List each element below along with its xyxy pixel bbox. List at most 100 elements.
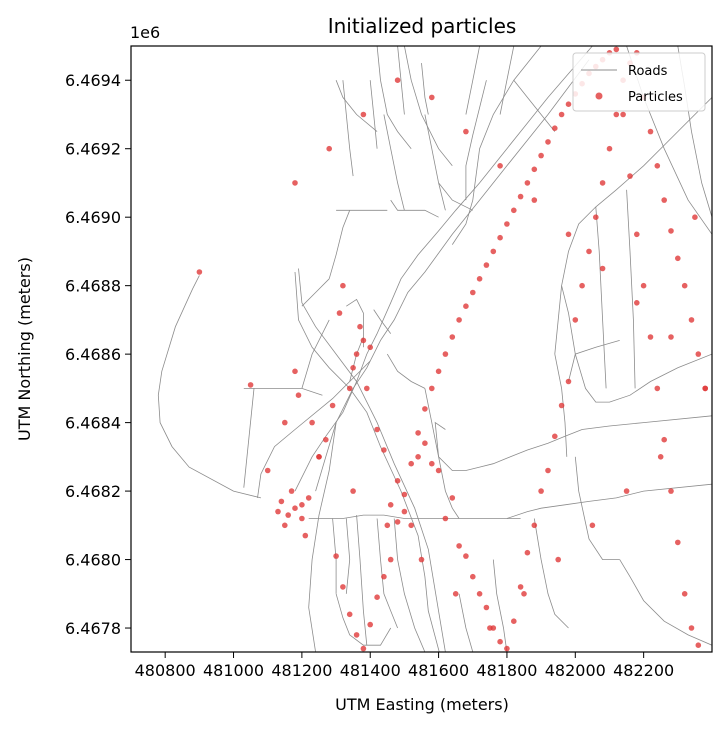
x-tick-label: 481200 bbox=[271, 661, 332, 680]
x-axis: 480800 481000 481200 481400 481600 481800 4820… bbox=[135, 652, 674, 680]
road-segment bbox=[157, 275, 261, 499]
particle-point bbox=[634, 300, 640, 306]
particle-point bbox=[278, 498, 285, 505]
y-tick-label: 6.4686 bbox=[65, 345, 121, 364]
particle-point bbox=[640, 282, 647, 289]
particle-point bbox=[456, 317, 462, 323]
particle-point bbox=[476, 276, 483, 282]
particle-point bbox=[449, 495, 456, 501]
particle-point bbox=[675, 255, 681, 262]
particle-point bbox=[357, 323, 363, 330]
particle-point bbox=[675, 539, 681, 546]
particle-point bbox=[476, 591, 483, 597]
y-tick-label: 6.4694 bbox=[65, 71, 121, 90]
particle-point bbox=[517, 193, 524, 200]
particle-point bbox=[606, 145, 613, 152]
particle-point bbox=[408, 460, 415, 467]
particle-point bbox=[360, 337, 367, 344]
particle-point bbox=[623, 488, 630, 494]
x-tick-label: 481800 bbox=[476, 661, 537, 680]
road-segment bbox=[243, 388, 255, 488]
particle-point bbox=[401, 508, 408, 515]
particle-point bbox=[552, 433, 558, 440]
road-segment bbox=[561, 285, 712, 403]
road-segment bbox=[434, 421, 446, 457]
particle-point bbox=[517, 584, 524, 590]
particle-point bbox=[435, 467, 442, 474]
particle-point bbox=[521, 591, 527, 597]
particle-point bbox=[340, 282, 346, 289]
particle-point bbox=[487, 625, 493, 631]
legend-particles-marker bbox=[595, 92, 603, 100]
particle-point bbox=[449, 334, 456, 340]
particle-point bbox=[394, 77, 401, 83]
y-tick-label: 6.4684 bbox=[65, 414, 121, 433]
particle-point bbox=[309, 419, 315, 426]
road-segment bbox=[345, 518, 351, 594]
particle-point bbox=[545, 139, 551, 145]
particle-point bbox=[661, 197, 667, 203]
road-segment bbox=[308, 514, 521, 519]
particle-point bbox=[470, 289, 476, 296]
particle-point bbox=[647, 128, 654, 135]
particle-point bbox=[681, 591, 688, 597]
particle-point bbox=[572, 317, 579, 323]
particle-point bbox=[442, 351, 449, 357]
particle-point bbox=[552, 125, 558, 131]
particle-point bbox=[350, 488, 356, 494]
particle-point bbox=[360, 645, 367, 652]
particle-point bbox=[558, 402, 565, 409]
road-segment bbox=[301, 278, 330, 307]
road-segment bbox=[554, 97, 712, 355]
particle-point bbox=[531, 166, 538, 173]
particle-point bbox=[613, 46, 620, 53]
road-segment bbox=[421, 63, 429, 115]
road-segment bbox=[335, 80, 378, 132]
y-tick-label: 6.4682 bbox=[65, 482, 121, 501]
particle-point bbox=[364, 385, 370, 392]
particle-point bbox=[688, 317, 695, 323]
road-segment bbox=[335, 593, 392, 646]
particle-point bbox=[620, 111, 626, 118]
particle-point bbox=[282, 419, 288, 426]
particle-point bbox=[340, 584, 346, 590]
particle-point bbox=[456, 543, 462, 549]
x-tick-label: 482000 bbox=[545, 661, 606, 680]
particle-point bbox=[353, 351, 360, 357]
particle-point bbox=[579, 282, 585, 289]
road-segment bbox=[513, 79, 556, 132]
road-segment bbox=[438, 456, 460, 519]
road-segment bbox=[393, 518, 426, 652]
particle-point bbox=[599, 265, 606, 272]
road-segment bbox=[308, 422, 337, 652]
particle-point bbox=[538, 152, 544, 159]
particle-point bbox=[452, 591, 459, 597]
particle-point bbox=[692, 214, 698, 220]
particle-point bbox=[442, 515, 449, 522]
road-segment bbox=[404, 46, 453, 167]
legend-particles-label: Particles bbox=[628, 90, 683, 105]
road-segment bbox=[346, 298, 364, 348]
road-segment bbox=[243, 387, 323, 396]
x-tick-label: 482200 bbox=[613, 661, 674, 680]
legend: Roads Particles bbox=[572, 52, 706, 112]
y-tick-label: 6.4690 bbox=[65, 208, 121, 227]
particle-point bbox=[565, 101, 572, 107]
particle-point bbox=[418, 556, 425, 563]
road-segment bbox=[315, 59, 590, 492]
particle-point bbox=[196, 269, 203, 275]
road-segment bbox=[369, 80, 378, 149]
road-segment bbox=[298, 268, 446, 652]
particle-point bbox=[429, 385, 435, 392]
road-segment bbox=[257, 360, 371, 498]
particle-point bbox=[634, 231, 640, 238]
particle-point bbox=[429, 94, 435, 101]
particle-point bbox=[599, 180, 606, 186]
particle-point bbox=[336, 310, 343, 316]
particle-point bbox=[360, 111, 367, 118]
particle-point bbox=[463, 553, 469, 559]
road-segment bbox=[619, 559, 712, 646]
particle-point bbox=[333, 553, 339, 559]
particle-point bbox=[504, 645, 510, 652]
particle-point bbox=[292, 368, 298, 375]
